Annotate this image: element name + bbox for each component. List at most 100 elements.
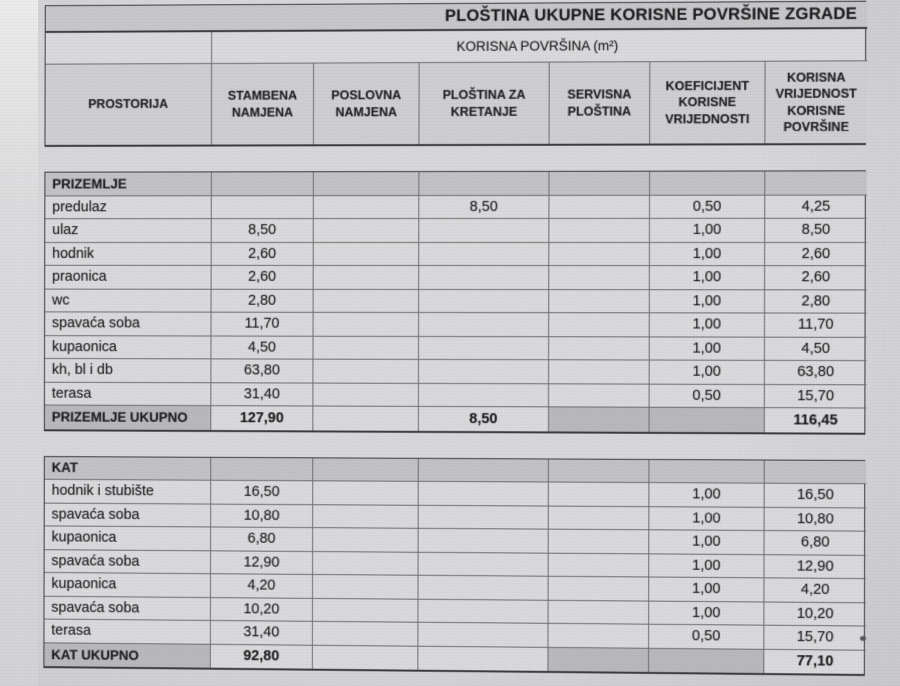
cell-value (418, 528, 549, 554)
column-header-1: STAMBENA NAMJENA (211, 63, 315, 145)
total-label: KAT UKUPNO (44, 642, 211, 668)
cell-value: 10,80 (211, 504, 314, 529)
row-label: wc (45, 289, 212, 313)
row-label: spavaća soba (45, 312, 212, 337)
column-header-6: KORISNA VRIJEDNOST KORISNE POVRŠINE (765, 61, 868, 144)
empty-cell (418, 458, 549, 483)
row-label: praonica (45, 265, 212, 290)
cell-value (548, 383, 650, 408)
cell-value (548, 576, 650, 602)
row-label: spavaća soba (44, 503, 212, 528)
cell-value (549, 313, 650, 337)
empty-cell (45, 32, 213, 65)
cell-value (313, 336, 420, 360)
cell-value (548, 506, 650, 531)
table-header-block: PLOŠTINA UKUPNE KORISNE POVRŠINE ZGRADE … (44, 0, 868, 147)
cell-value: 2,60 (765, 266, 867, 290)
cell-value (418, 505, 549, 530)
row-label: terasa (44, 619, 211, 645)
cell-value (313, 265, 420, 290)
cell-value: 6,80 (211, 527, 314, 552)
row-label: kupaonica (44, 526, 212, 551)
column-header-4: SERVISNA PLOŠTINA (549, 62, 651, 144)
row-label: kh, bl i db (44, 358, 212, 383)
empty-cell (650, 171, 766, 196)
cell-value: 1,00 (649, 483, 765, 508)
cell-value: 1,00 (649, 242, 766, 267)
empty-cell (548, 458, 650, 484)
empty-cell (313, 172, 420, 196)
cell-value (548, 553, 650, 578)
row-label: kupaonica (44, 572, 211, 598)
cell-value: 1,00 (649, 289, 766, 314)
cell-value: 2,80 (211, 289, 314, 313)
cell-value: 16,50 (211, 480, 314, 505)
cell-value (549, 360, 650, 385)
scanned-area-spreadsheet: PLOŠTINA UKUPNE KORISNE POVRŠINE ZGRADE … (43, 0, 868, 676)
cell-value: 10,80 (764, 507, 867, 532)
cell-value: 1,00 (649, 577, 765, 603)
cell-value (419, 242, 550, 267)
total-value: 116,45 (793, 412, 838, 429)
cell-value (313, 195, 420, 220)
total-value (312, 645, 419, 670)
column-header-3: PLOŠTINA ZA KRETANJE (419, 62, 550, 145)
total-value (418, 646, 549, 671)
cell-value (313, 528, 419, 553)
empty-cell (764, 460, 867, 485)
cell-value (548, 529, 650, 554)
cell-value (418, 552, 549, 577)
cell-value (312, 621, 419, 647)
cell-value (313, 359, 419, 384)
total-value: 8,50 (418, 406, 549, 431)
cell-value: 11,70 (764, 313, 867, 338)
cell-value: 16,50 (764, 483, 867, 508)
empty-cell (765, 171, 867, 196)
cell-value: 1,00 (649, 553, 765, 579)
cell-value (313, 481, 419, 506)
row-label: ulaz (45, 219, 212, 243)
cell-value: 1,00 (649, 530, 765, 555)
cell-value: 0,50 (649, 384, 765, 409)
row-label: spavaća soba (44, 549, 212, 575)
cell-value: 1,00 (649, 266, 766, 290)
cell-value: 63,80 (764, 360, 867, 385)
cell-value: 4,50 (211, 336, 314, 360)
column-header-0: PROSTORIJA (45, 63, 213, 145)
cell-value: 10,20 (764, 602, 867, 627)
cell-value (418, 599, 549, 624)
cell-value (313, 289, 420, 313)
cell-value (548, 482, 650, 507)
cell-value: 12,90 (764, 554, 867, 580)
empty-cell (649, 459, 765, 484)
page-left-margin (0, 0, 38, 686)
cell-value: 10,20 (210, 597, 313, 622)
row-label: hodnik i stubište (44, 479, 212, 505)
cell-value (418, 575, 549, 601)
cell-value: 4,20 (764, 578, 867, 603)
cell-value: 2,60 (211, 242, 314, 266)
page-title: PLOŠTINA UKUPNE KORISNE POVRŠINE ZGRADE (45, 1, 868, 33)
cell-value: 4,25 (765, 195, 867, 219)
cell-value (313, 504, 419, 529)
cell-value: 2,60 (765, 242, 867, 267)
total-value (548, 647, 650, 672)
cell-value (313, 383, 419, 407)
empty-cell (211, 457, 314, 482)
cell-value (418, 622, 549, 648)
total-value (649, 407, 765, 432)
cell-value: 15,70 (764, 384, 867, 409)
cell-value (419, 218, 550, 243)
empty-cell (211, 172, 314, 196)
group-header: KORISNA POVRŠINA (m²) (212, 28, 868, 64)
cell-value (548, 600, 650, 625)
empty-cell (419, 171, 550, 196)
column-header-2: POSLOVNA NAMJENA (313, 63, 420, 145)
cell-value: 12,90 (210, 550, 314, 575)
cell-value (418, 481, 549, 507)
cell-value (549, 289, 650, 314)
cell-value: 11,70 (211, 312, 314, 337)
cell-value: 6,80 (764, 531, 867, 556)
cell-value (549, 266, 650, 290)
cell-value (549, 218, 650, 243)
